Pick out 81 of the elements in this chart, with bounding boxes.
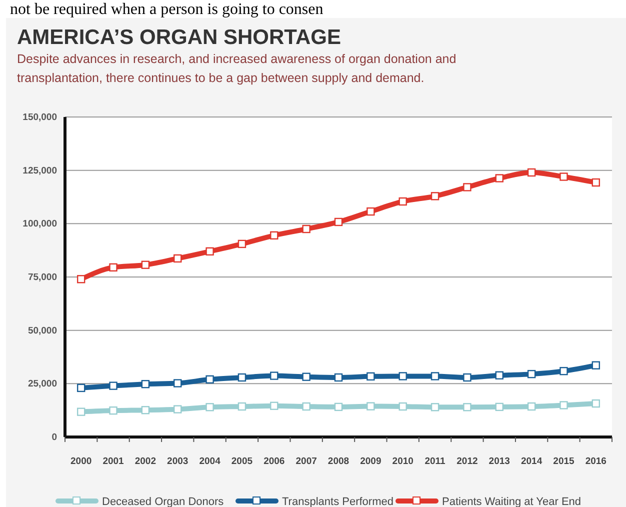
point (334, 218, 343, 226)
chart-subtitle: Despite advances in research, and increased awareness of organ donation and transplantation, there continues to be a gap between supply and demand. (17, 52, 456, 85)
x-tick-label: 2008 (328, 456, 350, 467)
y-tick-label: 100,000 (22, 218, 57, 230)
point (495, 402, 504, 412)
point (398, 372, 407, 380)
point (270, 372, 278, 380)
x-tick-label: 2000 (70, 456, 92, 467)
x-tick-label: 2001 (102, 456, 125, 467)
point (334, 373, 343, 382)
x-tick-label: 2002 (134, 456, 156, 467)
point (430, 372, 440, 380)
x-tick-label: 2011 (424, 456, 446, 467)
point (76, 408, 86, 416)
point (76, 384, 86, 392)
point (270, 402, 278, 410)
point (238, 240, 246, 248)
point (109, 263, 118, 272)
point (527, 168, 536, 177)
x-tick-label: 2014 (520, 456, 543, 467)
text: not be required when a person is going to consen (10, 1, 324, 18)
point (238, 373, 246, 382)
point (109, 406, 118, 415)
point (430, 403, 440, 412)
legend-label: Transplants Performed (282, 496, 394, 507)
point (141, 406, 150, 414)
point (302, 372, 310, 381)
point (366, 372, 375, 381)
x-tick-label: 2006 (264, 456, 285, 467)
point (495, 371, 504, 380)
point (141, 260, 150, 269)
point (366, 402, 375, 410)
point (592, 399, 600, 408)
point (109, 382, 118, 390)
point (398, 402, 407, 411)
point (527, 370, 536, 378)
point (206, 403, 214, 412)
legend-label: Patients Waiting at Year End (442, 496, 582, 507)
point (76, 275, 86, 284)
x-tick-label: 2013 (488, 456, 510, 467)
point (206, 247, 214, 256)
point (334, 402, 343, 412)
y-tick-label: 50,000 (28, 325, 57, 336)
y-tick-label: 150,000 (22, 112, 57, 123)
point (463, 403, 472, 412)
x-tick-label: 2015 (553, 456, 576, 467)
y-tick-label: 25,000 (28, 378, 57, 390)
legend-label: Deceased Organ Donors (102, 496, 224, 507)
y-tick-label: 75,000 (28, 272, 57, 283)
x-tick-label: 2004 (199, 456, 222, 467)
point (141, 380, 150, 388)
point (398, 197, 407, 206)
x-tick-label: 2016 (585, 456, 606, 467)
point (463, 183, 472, 192)
point (366, 207, 375, 216)
point (206, 375, 214, 384)
point (495, 174, 504, 182)
point (174, 379, 182, 388)
point (560, 401, 568, 410)
point (430, 192, 440, 200)
x-tick-label: 2003 (167, 456, 188, 467)
point (592, 361, 600, 370)
point (592, 178, 600, 187)
y-tick-label: 125,000 (22, 165, 57, 176)
chart-title: AMERICA’S ORGAN SHORTAGE (17, 26, 341, 49)
point (270, 231, 278, 240)
x-tick-label: 2009 (360, 456, 382, 467)
point (302, 224, 310, 234)
point (560, 172, 568, 181)
point (560, 366, 568, 376)
x-tick-label: 2007 (296, 456, 317, 467)
x-tick-label: 2012 (456, 456, 478, 467)
y-tick-label: 0 (52, 432, 57, 443)
point (174, 254, 182, 263)
point (302, 402, 310, 411)
point (174, 405, 182, 414)
point (238, 402, 246, 411)
x-tick-label: 2010 (392, 456, 414, 467)
point (463, 373, 472, 382)
x-tick-label: 2005 (231, 456, 254, 467)
point (527, 402, 536, 411)
